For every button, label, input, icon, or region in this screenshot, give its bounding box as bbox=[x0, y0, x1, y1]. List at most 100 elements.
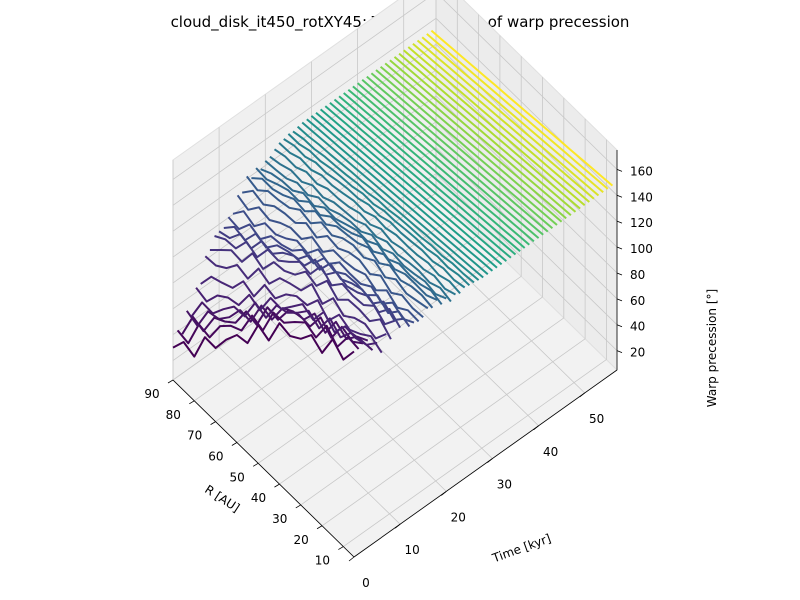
series-line-t16 bbox=[246, 175, 429, 310]
grid-line-r bbox=[279, 77, 543, 485]
series-line-t55 bbox=[426, 33, 609, 190]
series-line-t54 bbox=[421, 36, 604, 193]
series-line-t34 bbox=[329, 102, 512, 259]
x-tick-mark bbox=[252, 462, 259, 467]
x-tick-label: 10 bbox=[315, 554, 330, 568]
x-tick-label: 60 bbox=[208, 450, 223, 464]
series-line-t27 bbox=[296, 125, 480, 281]
z-tick-mark bbox=[616, 350, 623, 353]
series-line-t6 bbox=[200, 275, 383, 354]
z-tick-mark bbox=[616, 220, 623, 224]
y-tick-label: 10 bbox=[404, 543, 419, 557]
x-tick-label: 50 bbox=[230, 470, 245, 484]
grid-line-r bbox=[343, 139, 607, 547]
y-tick-label: 50 bbox=[589, 412, 604, 426]
y-tick-mark bbox=[394, 523, 401, 529]
data-series bbox=[172, 29, 614, 361]
z-tick-mark bbox=[616, 246, 623, 250]
series-line-t20 bbox=[264, 160, 447, 300]
z-tick-mark bbox=[616, 298, 623, 302]
grid-line-w bbox=[172, 43, 618, 232]
series-line-t24 bbox=[283, 138, 466, 289]
x-tick-mark bbox=[189, 400, 195, 405]
series-line-t38 bbox=[347, 88, 530, 246]
series-line-t36 bbox=[338, 95, 521, 252]
series-line-t51 bbox=[407, 46, 590, 203]
series-line-t5 bbox=[195, 287, 378, 346]
series-line-t14 bbox=[236, 194, 420, 323]
series-line-t13 bbox=[232, 210, 415, 324]
z-tick-label: 80 bbox=[630, 268, 645, 282]
series-line-t30 bbox=[310, 115, 494, 272]
series-line-t47 bbox=[389, 59, 572, 216]
y-tick-mark bbox=[487, 458, 493, 463]
series-line-t50 bbox=[403, 49, 586, 207]
series-line-t42 bbox=[366, 75, 549, 233]
series-line-t35 bbox=[333, 98, 517, 256]
series-line-t52 bbox=[412, 43, 595, 200]
z-tick-label: 100 bbox=[630, 242, 653, 256]
series-line-t7 bbox=[204, 255, 387, 340]
series-line-t2 bbox=[181, 306, 364, 345]
grid-line-w bbox=[172, 17, 618, 206]
series-line-t48 bbox=[393, 56, 577, 213]
z-tick-label: 140 bbox=[630, 190, 653, 204]
y-axis-label: Time [kyr] bbox=[490, 531, 553, 565]
series-line-t31 bbox=[315, 111, 498, 269]
series-line-t29 bbox=[306, 118, 489, 275]
z-tick-label: 60 bbox=[630, 294, 645, 308]
series-line-t26 bbox=[292, 130, 475, 284]
series-line-t33 bbox=[324, 105, 507, 262]
grid-line-w bbox=[172, 173, 618, 361]
x-tick-label: 40 bbox=[251, 491, 266, 505]
y-tick-mark bbox=[533, 425, 539, 431]
series-line-t0 bbox=[172, 322, 355, 361]
x-tick-mark bbox=[167, 379, 174, 384]
series-line-t8 bbox=[209, 249, 392, 340]
y-tick-label: 0 bbox=[362, 576, 370, 590]
series-line-t46 bbox=[384, 62, 567, 220]
grid-line-t bbox=[264, 94, 447, 492]
y-tick-label: 20 bbox=[451, 510, 466, 524]
x-axis-label: R [AU] bbox=[202, 482, 242, 515]
x-tick-label: 30 bbox=[272, 512, 287, 526]
series-line-t23 bbox=[278, 142, 461, 295]
x-tick-mark bbox=[231, 442, 238, 446]
series-line-t21 bbox=[269, 155, 452, 303]
series-line-t43 bbox=[370, 72, 554, 230]
x-tick-mark bbox=[295, 504, 301, 509]
z-tick-label: 40 bbox=[630, 320, 645, 334]
series-line-t56 bbox=[430, 29, 614, 187]
z-tick-mark bbox=[616, 324, 623, 328]
z-tick-mark bbox=[616, 194, 623, 198]
z-tick-label: 20 bbox=[630, 346, 645, 360]
series-line-t3 bbox=[185, 304, 369, 342]
grid-line-w bbox=[172, 0, 618, 180]
series-line-t19 bbox=[260, 168, 443, 306]
x-tick-label: 20 bbox=[293, 533, 308, 547]
series-line-t39 bbox=[352, 85, 535, 243]
series-line-t15 bbox=[242, 189, 424, 318]
x-tick-label: 80 bbox=[166, 408, 181, 422]
x-tick-mark bbox=[210, 421, 216, 425]
x-axis-line bbox=[172, 379, 355, 558]
grid-line-r bbox=[215, 14, 480, 422]
y-tick-mark bbox=[579, 392, 585, 398]
y-tick-mark bbox=[441, 491, 447, 496]
z-tick-mark bbox=[616, 169, 623, 172]
series-line-t18 bbox=[255, 167, 438, 301]
series-line-t44 bbox=[375, 69, 558, 226]
series-line-t9 bbox=[214, 235, 396, 326]
y-tick-label: 40 bbox=[543, 445, 558, 459]
grid-line-t bbox=[218, 127, 401, 525]
series-line-t32 bbox=[319, 108, 503, 266]
series-line-t41 bbox=[361, 79, 544, 236]
series-line-t40 bbox=[356, 82, 540, 239]
z-tick-label: 160 bbox=[630, 164, 653, 178]
z-tick-label: 120 bbox=[630, 216, 653, 230]
series-line-t37 bbox=[343, 92, 526, 249]
series-line-t45 bbox=[379, 65, 563, 223]
series-line-t49 bbox=[398, 52, 581, 210]
grid-line-t bbox=[310, 61, 493, 459]
tick-labels: 10 20 30 40 50 60 70 80 90 0 10 20 30 40 50 20 40 60 80 100… bbox=[144, 164, 653, 590]
